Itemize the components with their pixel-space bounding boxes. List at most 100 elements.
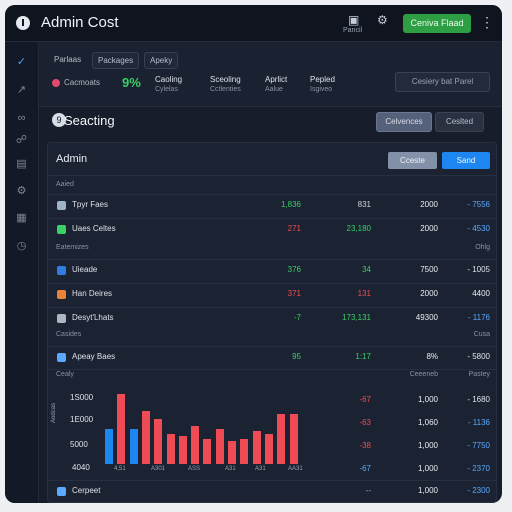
divider	[48, 369, 496, 370]
tab-parlaas[interactable]: Parlaas	[54, 55, 82, 64]
row-value-1: 95	[292, 352, 301, 361]
tab-packages[interactable]: Packages	[92, 52, 140, 69]
row-value-1: 376	[287, 265, 301, 274]
panel-title: Admin	[56, 153, 88, 165]
y-tick: 1E000	[70, 415, 94, 424]
row-value-4: 4400	[472, 289, 490, 298]
section-button-2[interactable]: Ceslted	[435, 112, 484, 132]
metric-icon	[52, 79, 60, 87]
chart-row-value-1: -63	[359, 418, 371, 427]
summary-sub-3: Aalue	[265, 86, 283, 93]
row-icon	[57, 290, 66, 299]
footer-name: Cerpeet	[72, 486, 101, 495]
share-icon[interactable]: ↗	[16, 84, 27, 96]
chart-bar	[216, 429, 224, 464]
table-row[interactable]: Uaes Celtes 271 23,180 2000 - 4530	[48, 218, 496, 240]
x-tick: ASS	[188, 466, 201, 472]
chart-bar	[167, 434, 175, 464]
row-value-2: 173,131	[342, 313, 371, 322]
bar-chart: 1S000 1E000 5000 4040 Aodcas 4,51 A301 A…	[48, 373, 496, 473]
history-icon[interactable]: ◷	[16, 240, 27, 252]
chart-bar	[265, 434, 273, 464]
row-value-1: 271	[287, 224, 301, 233]
row-name: Uaes Celtes	[72, 224, 116, 233]
chart-row-value-3: 1,060	[417, 418, 438, 427]
chart-bar	[277, 414, 285, 464]
row-value-4: - 1176	[467, 313, 490, 322]
row-value-4: - 7556	[467, 200, 490, 209]
summary-sub-1: Cylelas	[155, 86, 178, 93]
section-title: Seacting	[64, 113, 115, 128]
settings-icon[interactable]: ⚙	[377, 13, 388, 27]
row-icon	[57, 314, 66, 323]
summary-strip: Parlaas Packages Apeky Cacmoats 9% Caoli…	[39, 42, 502, 107]
row-value-2: 131	[357, 289, 371, 298]
top-bar: Admin Cost ▣ Pancil ⚙ Ceniva Flaad ⋮	[5, 5, 502, 42]
footer-row[interactable]: Cerpeet -- 1,000 - 2300	[48, 480, 496, 502]
chat-icon[interactable]: ☍	[15, 134, 28, 146]
section-icon: 9	[52, 113, 66, 127]
chart-header-mid: Ceeeneb	[409, 371, 438, 378]
admin-panel: Admin Cceste Sand Aaied Tpyr Faes 1,836 …	[47, 142, 497, 503]
chart-header-left: Cealy	[56, 371, 74, 378]
app-title: Admin Cost	[41, 14, 119, 31]
primary-button[interactable]: Sand	[442, 152, 490, 169]
table-row[interactable]: Apeay Baes 95 1:17 8% - 5800	[48, 346, 496, 368]
row-name: Han Deires	[72, 289, 113, 298]
row-value-2: 23,180	[346, 224, 371, 233]
tab-apeky[interactable]: Apeky	[144, 52, 179, 69]
gear-icon[interactable]: ⚙	[16, 185, 27, 197]
grid-icon[interactable]: ▦	[16, 212, 27, 224]
primary-action-button[interactable]: Ceniva Flaad	[403, 14, 471, 33]
row-icon	[57, 266, 66, 275]
row-icon	[57, 201, 66, 210]
chart-row-value-3: 1,000	[417, 441, 438, 450]
summary-sub-2: Cctlenties	[210, 86, 241, 93]
row-value-4: - 4530	[467, 224, 490, 233]
chart-bar	[142, 411, 150, 464]
chart-bar	[179, 436, 187, 464]
chart-bar	[253, 431, 261, 464]
row-name: Tpyr Faes	[72, 200, 109, 209]
footer-value-1: --	[365, 486, 371, 495]
chart-row-value-1: -67	[359, 395, 371, 404]
chart-row-value-4: - 2370	[467, 464, 490, 473]
secondary-button[interactable]: Cceste	[388, 152, 437, 169]
document-icon[interactable]: ▤	[16, 158, 27, 170]
chart-bar	[117, 394, 125, 464]
row-value-2: 34	[362, 265, 371, 274]
group-label: Aaied	[56, 181, 74, 188]
table-row[interactable]: Tpyr Faes 1,836 831 2000 - 7556	[48, 194, 496, 216]
row-value-3: 2000	[420, 200, 438, 209]
group-right-label: Cusa	[473, 331, 490, 338]
table-row[interactable]: Uieade 376 34 7500 - 1005	[48, 259, 496, 281]
chart-bar	[191, 426, 199, 464]
group-right-label: Ohlg	[475, 244, 490, 251]
chart-bar	[290, 414, 298, 464]
more-menu-icon[interactable]: ⋮	[480, 14, 494, 30]
divider	[48, 175, 496, 176]
section-button-1[interactable]: Celvences	[376, 112, 432, 132]
chart-bar	[130, 429, 138, 464]
chart-bar	[228, 441, 236, 464]
strip-action-button[interactable]: Cesiery bat Parel	[395, 72, 490, 92]
metric-label: Cacmoats	[64, 78, 101, 87]
row-value-3: 8%	[426, 352, 438, 361]
row-value-3: 2000	[420, 224, 438, 233]
chart-bar	[154, 419, 162, 464]
table-row[interactable]: Desyt'Lhats -7 173,131 49300 - 1176	[48, 307, 496, 329]
summary-head-3: Aprlict	[265, 75, 288, 84]
sidebar: ✓ ↗ ∞ ☍ ▤ ⚙ ▦ ◷	[5, 42, 39, 503]
table-row[interactable]: Han Deires 371 131 2000 4400	[48, 283, 496, 305]
chart-bar	[105, 429, 113, 464]
x-tick: A31	[255, 466, 266, 472]
dashboard-icon[interactable]: ✓	[16, 56, 27, 68]
link-icon[interactable]: ∞	[17, 112, 26, 124]
group-label: Eatemizes	[56, 244, 89, 251]
chart-bar	[240, 439, 248, 464]
info-icon[interactable]	[16, 16, 30, 30]
row-value-3: 2000	[420, 289, 438, 298]
summary-sub-4: Isgiveo	[310, 86, 333, 93]
user-icon[interactable]: ▣	[348, 13, 360, 27]
y-tick: 5000	[70, 440, 88, 449]
